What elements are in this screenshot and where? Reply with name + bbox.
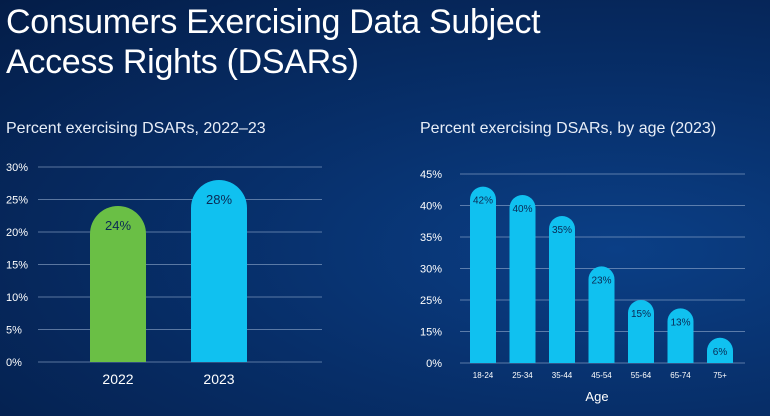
y-tick-label: 0% <box>6 357 22 369</box>
data-label: 35% <box>552 225 572 236</box>
y-tick-label: 45% <box>420 169 442 181</box>
data-label: 15% <box>631 309 651 320</box>
page-title: Consumers Exercising Data Subject Access… <box>6 3 541 81</box>
y-tick-label: 10% <box>6 292 28 304</box>
y-tick-label: 5% <box>6 325 22 337</box>
data-label: 6% <box>713 347 728 358</box>
y-tick-label: 35% <box>420 232 442 244</box>
x-axis-label: Age <box>585 389 608 404</box>
x-tick-label: 2022 <box>102 371 133 387</box>
left-chart-title: Percent exercising DSARs, 2022–23 <box>6 120 266 137</box>
right-chart-title: Percent exercising DSARs, by age (2023) <box>420 120 717 137</box>
y-tick-label: 25% <box>420 295 442 307</box>
bar <box>470 186 496 363</box>
y-tick-label: 40% <box>420 201 442 213</box>
data-label: 42% <box>473 196 493 207</box>
data-label: 13% <box>670 317 690 328</box>
bar <box>628 300 654 363</box>
x-tick-label: 2023 <box>203 371 234 387</box>
y-tick-label: 30% <box>420 264 442 276</box>
bar <box>588 266 615 363</box>
bar <box>549 216 575 363</box>
x-tick-label: 18-24 <box>473 371 494 380</box>
y-tick-label: 30% <box>6 162 28 174</box>
data-label: 24% <box>105 218 131 233</box>
y-tick-label: 15% <box>420 327 442 339</box>
x-tick-label: 75+ <box>713 371 727 380</box>
y-tick-label: 15% <box>6 260 28 272</box>
y-tick-label: 20% <box>6 227 28 239</box>
data-label: 23% <box>591 275 611 286</box>
y-tick-label: 25% <box>6 195 28 207</box>
data-label: 28% <box>206 192 232 207</box>
y-tick-label: 0% <box>426 358 442 370</box>
bar <box>191 180 247 362</box>
x-tick-label: 35-44 <box>552 371 573 380</box>
x-tick-label: 65-74 <box>670 371 691 380</box>
x-tick-label: 45-54 <box>591 371 612 380</box>
bar <box>667 308 694 363</box>
x-tick-label: 25-34 <box>512 371 533 380</box>
bar <box>707 337 733 363</box>
data-label: 40% <box>512 204 532 215</box>
x-tick-label: 55-64 <box>631 371 652 380</box>
bar <box>90 206 146 362</box>
bar <box>509 195 536 363</box>
